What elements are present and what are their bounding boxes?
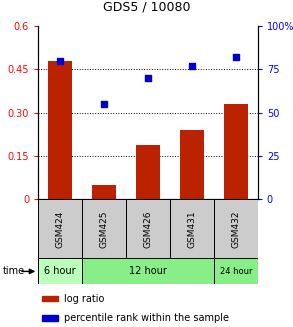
- Bar: [42, 315, 58, 320]
- Bar: [82, 199, 126, 258]
- Text: percentile rank within the sample: percentile rank within the sample: [64, 313, 229, 323]
- Text: GSM432: GSM432: [231, 210, 240, 248]
- Text: GSM426: GSM426: [144, 210, 152, 248]
- Bar: [82, 258, 214, 284]
- Text: GSM431: GSM431: [188, 210, 196, 248]
- Bar: [224, 104, 248, 199]
- Text: GSM424: GSM424: [56, 210, 64, 248]
- Bar: [214, 258, 258, 284]
- Bar: [136, 145, 160, 199]
- Point: [234, 55, 238, 60]
- Point: [190, 63, 194, 69]
- Text: 6 hour: 6 hour: [44, 267, 76, 276]
- Point: [58, 58, 62, 63]
- Text: time: time: [3, 267, 25, 276]
- Bar: [126, 199, 170, 258]
- Text: log ratio: log ratio: [64, 294, 105, 304]
- Text: 24 hour: 24 hour: [220, 267, 252, 276]
- Bar: [170, 199, 214, 258]
- Bar: [214, 199, 258, 258]
- Text: 12 hour: 12 hour: [129, 267, 167, 276]
- Bar: [92, 185, 116, 199]
- Bar: [180, 130, 204, 199]
- Text: GDS5 / 10080: GDS5 / 10080: [103, 0, 190, 13]
- Text: GSM425: GSM425: [100, 210, 108, 248]
- Bar: [38, 258, 82, 284]
- Bar: [48, 61, 72, 199]
- Bar: [42, 296, 58, 301]
- Bar: [38, 199, 82, 258]
- Point: [146, 76, 150, 81]
- Point: [102, 101, 106, 107]
